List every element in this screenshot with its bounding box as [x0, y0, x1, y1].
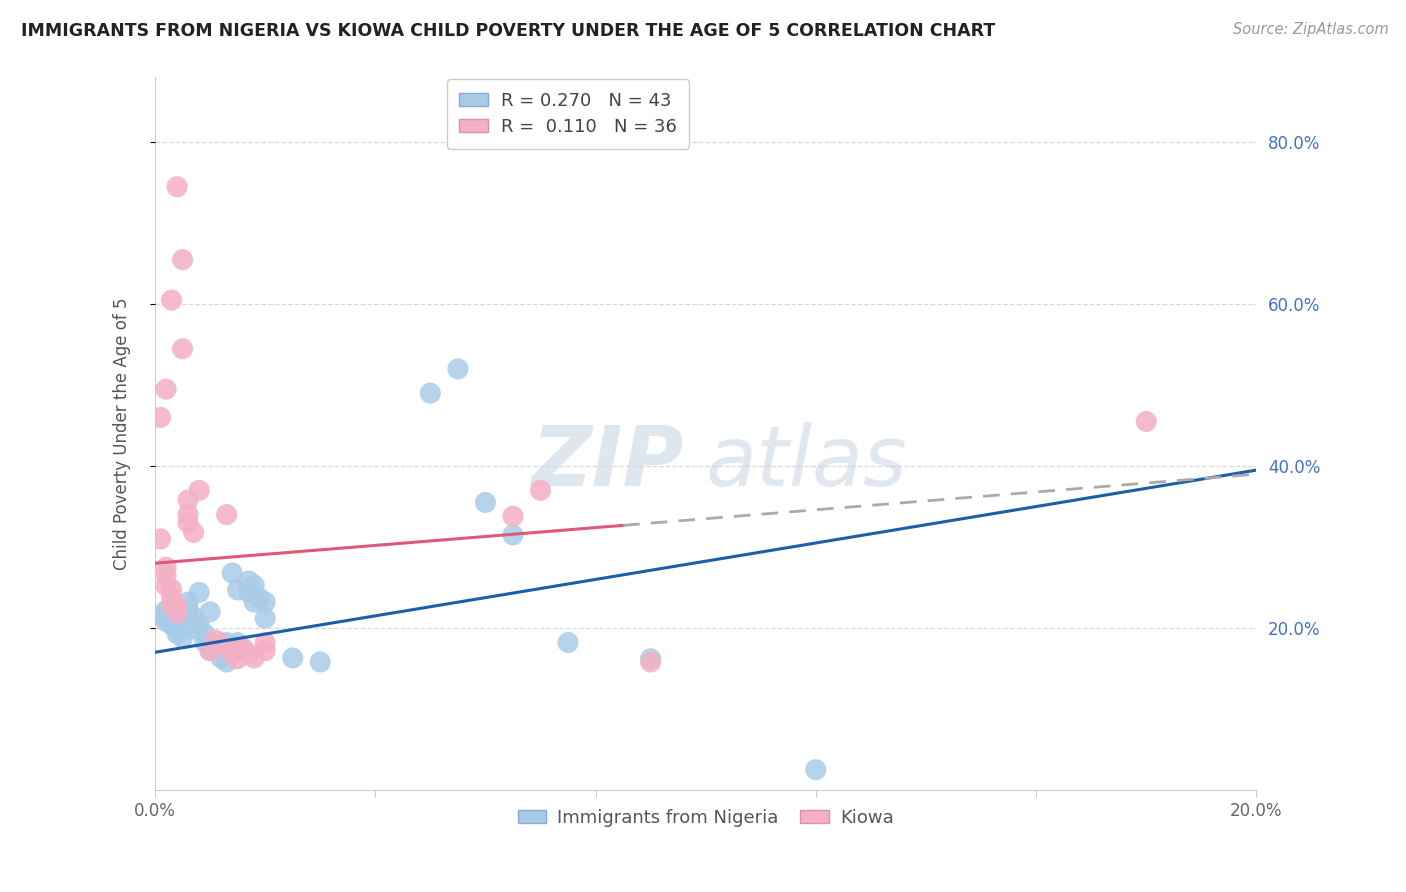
Point [474, 495, 496, 509]
Point [160, 608, 183, 623]
Point [243, 651, 266, 665]
Point [155, 579, 177, 593]
Point [232, 643, 254, 657]
Point [502, 528, 524, 542]
Point [502, 509, 524, 524]
Point [204, 633, 226, 648]
Point [160, 617, 183, 632]
Point [172, 610, 194, 624]
Point [166, 607, 188, 621]
Point [198, 643, 221, 657]
Point [160, 591, 183, 605]
Point [215, 635, 238, 649]
Point [160, 599, 183, 613]
Point [194, 626, 217, 640]
Point [419, 386, 441, 401]
Point [183, 609, 205, 624]
Point [238, 574, 260, 588]
Point [243, 578, 266, 592]
Point [557, 635, 579, 649]
Point [281, 651, 304, 665]
Point [177, 493, 200, 508]
Legend: Immigrants from Nigeria, Kiowa: Immigrants from Nigeria, Kiowa [510, 802, 901, 834]
Point [204, 639, 226, 653]
Point [198, 643, 221, 657]
Point [226, 582, 249, 597]
Point [149, 410, 172, 425]
Point [183, 622, 205, 636]
Point [209, 651, 232, 665]
Point [183, 525, 205, 540]
Point [194, 634, 217, 648]
Point [198, 605, 221, 619]
Point [155, 560, 177, 574]
Point [155, 603, 177, 617]
Point [177, 508, 200, 522]
Point [254, 611, 277, 625]
Point [254, 595, 277, 609]
Point [177, 516, 200, 530]
Point [226, 635, 249, 649]
Point [155, 568, 177, 582]
Point [249, 591, 271, 605]
Point [188, 483, 211, 498]
Point [1135, 415, 1157, 429]
Point [149, 608, 172, 623]
Point [177, 595, 200, 609]
Point [155, 382, 177, 396]
Point [177, 602, 200, 616]
Point [804, 763, 827, 777]
Point [238, 585, 260, 599]
Point [254, 643, 277, 657]
Point [172, 631, 194, 645]
Point [188, 617, 211, 632]
Point [309, 655, 332, 669]
Point [209, 637, 232, 651]
Point [221, 647, 243, 661]
Point [640, 652, 662, 666]
Point [238, 647, 260, 661]
Point [221, 566, 243, 580]
Text: atlas: atlas [706, 422, 907, 503]
Point [188, 585, 211, 599]
Point [226, 643, 249, 657]
Point [149, 532, 172, 546]
Point [232, 641, 254, 656]
Text: ZIP: ZIP [531, 422, 683, 503]
Point [215, 655, 238, 669]
Point [155, 615, 177, 629]
Text: IMMIGRANTS FROM NIGERIA VS KIOWA CHILD POVERTY UNDER THE AGE OF 5 CORRELATION CH: IMMIGRANTS FROM NIGERIA VS KIOWA CHILD P… [21, 22, 995, 40]
Text: Source: ZipAtlas.com: Source: ZipAtlas.com [1233, 22, 1389, 37]
Y-axis label: Child Poverty Under the Age of 5: Child Poverty Under the Age of 5 [114, 297, 131, 570]
Point [172, 252, 194, 267]
Point [166, 626, 188, 640]
Point [529, 483, 551, 498]
Point [172, 342, 194, 356]
Point [160, 293, 183, 307]
Point [215, 508, 238, 522]
Point [160, 582, 183, 596]
Point [226, 652, 249, 666]
Point [166, 179, 188, 194]
Point [254, 635, 277, 649]
Point [166, 599, 188, 613]
Point [447, 362, 470, 376]
Point [243, 595, 266, 609]
Point [640, 655, 662, 669]
Point [166, 621, 188, 635]
